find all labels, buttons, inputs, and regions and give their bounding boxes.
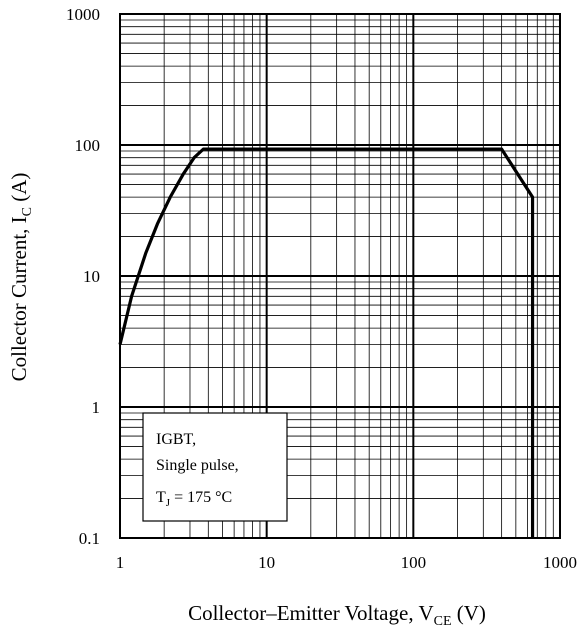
x-tick-label: 100 [401, 553, 427, 572]
annotation-line-1: IGBT, [156, 431, 196, 448]
y-axis-title-sub: C [20, 207, 35, 216]
x-tick-label: 10 [258, 553, 275, 572]
y-tick-labels: 0.1 1 10 100 1000 [66, 5, 100, 548]
y-tick-label: 100 [75, 136, 101, 155]
x-axis-title: Collector–Emitter Voltage, VCE (V) [188, 601, 486, 629]
x-axis-title-unit: (V) [452, 601, 486, 625]
annotation-line-2: Single pulse, [156, 457, 239, 474]
plot-frame [119, 13, 561, 539]
x-tick-labels: 1 10 100 1000 [116, 553, 577, 572]
x-tick-label: 1000 [543, 553, 577, 572]
y-axis-title: Collector Current, IC (A) [7, 173, 35, 382]
x-tick-label: 1 [116, 553, 125, 572]
y-tick-label: 1000 [66, 5, 100, 24]
annotation-box: IGBT, Single pulse, TJ = 175 °C [142, 412, 288, 522]
annotation-line-3-suffix: = 175 °C [170, 489, 232, 506]
y-axis-title-unit: (A) [7, 173, 31, 207]
y-tick-label: 10 [83, 267, 100, 286]
x-axis-title-sub: CE [434, 614, 452, 629]
series-layer [118, 147, 535, 538]
y-tick-label: 1 [92, 398, 101, 417]
svg-text:TJ = 175 °C: TJ = 175 °C [156, 489, 232, 509]
y-tick-label: 0.1 [79, 529, 100, 548]
soa-boundary-line [118, 147, 535, 538]
svg-text:Single pulse,: Single pulse, [156, 457, 239, 474]
annotation-line-3-sub: J [166, 497, 171, 509]
svg-text:IGBT,: IGBT, [156, 431, 196, 448]
x-axis-title-main: Collector–Emitter Voltage, V [188, 601, 434, 625]
annotation-line-3-prefix: T [156, 489, 166, 506]
y-axis-title-main: Collector Current, I [7, 216, 31, 381]
